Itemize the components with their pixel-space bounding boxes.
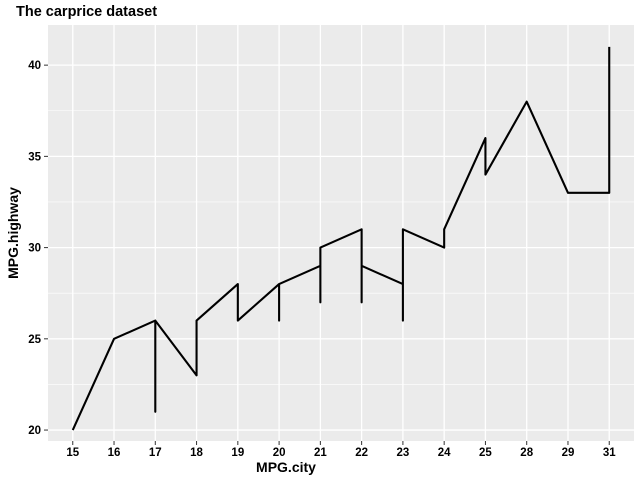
x-tick-label: 17: [149, 447, 162, 459]
series-line: [71, 46, 611, 431]
x-tick-label: 23: [397, 447, 410, 459]
y-axis-title: MPG.highway: [5, 187, 21, 279]
y-tick-label: 35: [28, 151, 41, 163]
y-tick-label: 30: [28, 243, 41, 255]
y-tick-label: 40: [28, 60, 41, 72]
plot-panel: [48, 25, 634, 441]
data-series: [71, 46, 611, 431]
x-axis-title: MPG.city: [256, 459, 316, 475]
x-tick-label: 29: [562, 447, 575, 459]
x-tick-label: 15: [66, 447, 79, 459]
x-tick-label: 19: [231, 447, 244, 459]
x-tick-label: 20: [273, 447, 286, 459]
y-tick-label: 25: [28, 334, 41, 346]
y-axis-ticks: 20 25 30 35 40: [28, 60, 48, 437]
x-tick-label: 22: [355, 447, 368, 459]
x-tick-label: 28: [520, 447, 533, 459]
x-tick-label: 31: [603, 447, 616, 459]
x-axis-ticks: 15 16 17 18 19 20 21 22 23 24 25 28 29 31: [66, 441, 616, 459]
x-tick-label: 24: [438, 447, 451, 459]
x-tick-label: 18: [190, 447, 203, 459]
chart-title: The carprice dataset: [16, 4, 157, 20]
x-tick-label: 21: [314, 447, 327, 459]
x-tick-label: 16: [108, 447, 121, 459]
x-tick-label: 25: [479, 447, 492, 459]
y-tick-label: 20: [28, 425, 41, 437]
